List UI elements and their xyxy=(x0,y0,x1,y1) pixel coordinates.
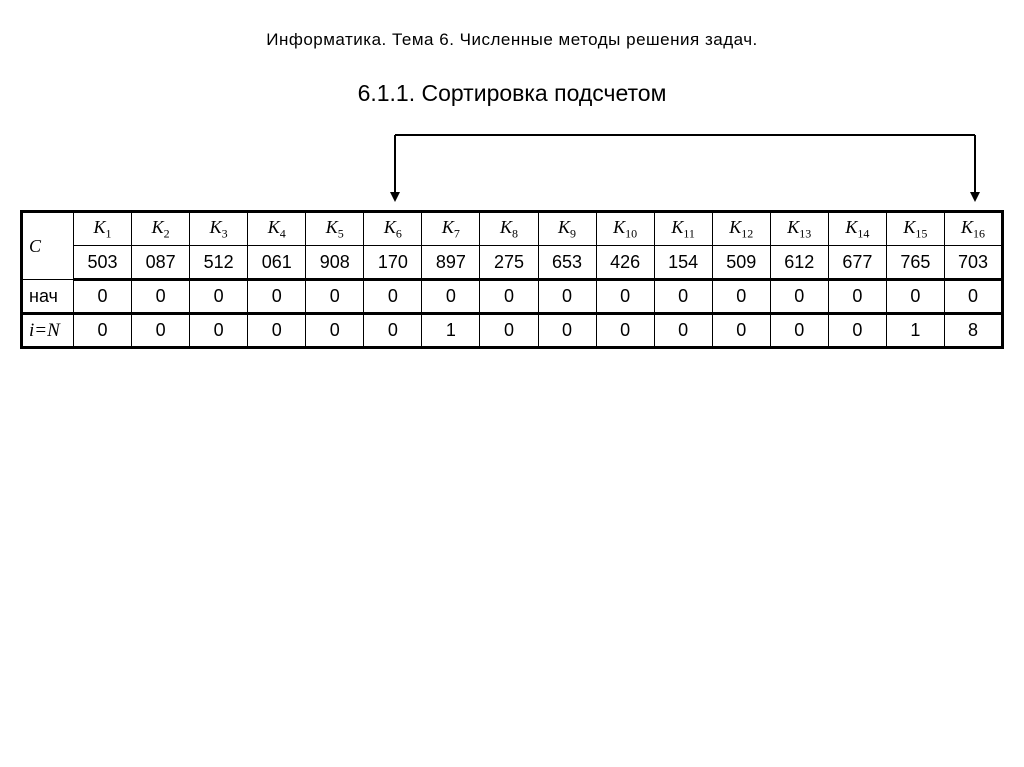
cell-r0-c2: 0 xyxy=(190,280,248,314)
cell-r0-c13: 0 xyxy=(828,280,886,314)
column-header-k14: K14 xyxy=(828,212,886,246)
cell-r0-c1: 0 xyxy=(132,280,190,314)
cell-r0-c3: 0 xyxy=(248,280,306,314)
header-value-11: 154 xyxy=(654,246,712,280)
cell-r1-c1: 0 xyxy=(132,314,190,348)
cell-r0-c10: 0 xyxy=(654,280,712,314)
column-header-k13: K13 xyxy=(770,212,828,246)
cell-r1-c4: 0 xyxy=(306,314,364,348)
cell-r1-c11: 0 xyxy=(712,314,770,348)
cell-r1-c13: 0 xyxy=(828,314,886,348)
cell-r1-c2: 0 xyxy=(190,314,248,348)
header-value-6: 170 xyxy=(364,246,422,280)
cell-r0-c15: 0 xyxy=(944,280,1002,314)
header-value-1: 503 xyxy=(74,246,132,280)
cell-r0-c7: 0 xyxy=(480,280,538,314)
header-value-3: 512 xyxy=(190,246,248,280)
header-value-2: 087 xyxy=(132,246,190,280)
cell-r0-c9: 0 xyxy=(596,280,654,314)
header-value-10: 426 xyxy=(596,246,654,280)
header-value-8: 275 xyxy=(480,246,538,280)
column-header-k9: K9 xyxy=(538,212,596,246)
header-value-14: 677 xyxy=(828,246,886,280)
diagram-container: CK1K2K3K4K5K6K7K8K9K10K11K12K13K14K15K16… xyxy=(20,130,1004,349)
row-label-1: i=N xyxy=(22,314,74,348)
page-header: Информатика. Тема 6. Численные методы ре… xyxy=(0,30,1024,50)
cell-r1-c5: 0 xyxy=(364,314,422,348)
column-header-k6: K6 xyxy=(364,212,422,246)
cell-r1-c15: 8 xyxy=(944,314,1002,348)
column-header-k8: K8 xyxy=(480,212,538,246)
column-header-k12: K12 xyxy=(712,212,770,246)
column-header-k16: K16 xyxy=(944,212,1002,246)
cell-r0-c0: 0 xyxy=(74,280,132,314)
column-header-k4: K4 xyxy=(248,212,306,246)
header-value-13: 612 xyxy=(770,246,828,280)
cell-r0-c4: 0 xyxy=(306,280,364,314)
cell-r0-c11: 0 xyxy=(712,280,770,314)
column-header-k10: K10 xyxy=(596,212,654,246)
corner-label: C xyxy=(22,212,74,280)
column-header-k2: K2 xyxy=(132,212,190,246)
column-header-k7: K7 xyxy=(422,212,480,246)
cell-r0-c8: 0 xyxy=(538,280,596,314)
bracket-arrows xyxy=(20,130,1004,210)
cell-r1-c3: 0 xyxy=(248,314,306,348)
column-header-k15: K15 xyxy=(886,212,944,246)
cell-r1-c10: 0 xyxy=(654,314,712,348)
cell-r1-c0: 0 xyxy=(74,314,132,348)
header-value-7: 897 xyxy=(422,246,480,280)
cell-r1-c14: 1 xyxy=(886,314,944,348)
cell-r0-c12: 0 xyxy=(770,280,828,314)
column-header-k3: K3 xyxy=(190,212,248,246)
cell-r0-c14: 0 xyxy=(886,280,944,314)
header-value-12: 509 xyxy=(712,246,770,280)
header-value-4: 061 xyxy=(248,246,306,280)
cell-r1-c8: 0 xyxy=(538,314,596,348)
cell-r0-c5: 0 xyxy=(364,280,422,314)
cell-r0-c6: 0 xyxy=(422,280,480,314)
counting-sort-table: CK1K2K3K4K5K6K7K8K9K10K11K12K13K14K15K16… xyxy=(20,210,1004,349)
cell-r1-c12: 0 xyxy=(770,314,828,348)
page-title: 6.1.1. Сортировка подсчетом xyxy=(0,80,1024,107)
header-value-16: 703 xyxy=(944,246,1002,280)
header-value-15: 765 xyxy=(886,246,944,280)
header-value-5: 908 xyxy=(306,246,364,280)
row-label-0: нач xyxy=(22,280,74,314)
cell-r1-c9: 0 xyxy=(596,314,654,348)
cell-r1-c7: 0 xyxy=(480,314,538,348)
column-header-k11: K11 xyxy=(654,212,712,246)
cell-r1-c6: 1 xyxy=(422,314,480,348)
column-header-k1: K1 xyxy=(74,212,132,246)
header-value-9: 653 xyxy=(538,246,596,280)
column-header-k5: K5 xyxy=(306,212,364,246)
